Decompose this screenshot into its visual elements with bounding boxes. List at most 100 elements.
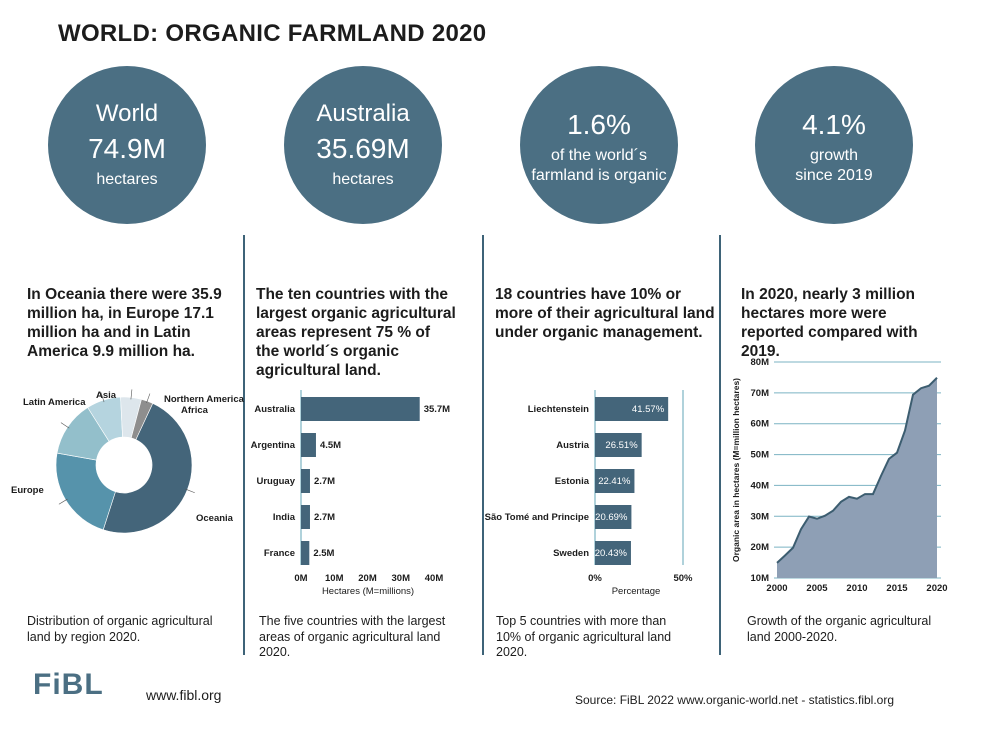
top-share-bar-chart: Liechtenstein 41.57% Austria 26.51% Estonia 2… bbox=[485, 390, 693, 597]
bar-category-austria: Austria bbox=[556, 440, 589, 451]
stat-value: 74.9M bbox=[88, 133, 166, 164]
bar-value-australia: 35.7M bbox=[424, 404, 450, 415]
stat-description-line: since 2019 bbox=[795, 166, 873, 184]
bar-value-france: 2.5M bbox=[313, 548, 334, 559]
stat-top-label: World bbox=[95, 100, 159, 128]
donut-label-asia: Asia bbox=[96, 390, 117, 401]
bar-france bbox=[301, 541, 310, 565]
bar-value-uruguay: 2.7M bbox=[314, 476, 335, 487]
area-ytick: 60M bbox=[751, 419, 770, 430]
description-top-ten: The ten countries with the largest organ… bbox=[256, 286, 456, 379]
area-ytick: 30M bbox=[751, 511, 770, 522]
bar-value-estonia: 22.41% bbox=[598, 476, 631, 487]
source-note: Source: FiBL 2022 www.organic-world.net … bbox=[575, 693, 895, 707]
stat-value: 4.1% bbox=[802, 109, 866, 141]
area-ytick: 70M bbox=[751, 388, 770, 399]
stat-circle-share: 1.6% of the world´s farmland is organic bbox=[520, 66, 678, 224]
caption-region: Distribution of organic agricultural lan… bbox=[27, 614, 213, 644]
stat-circle-australia: Australia 35.69M hectares bbox=[284, 66, 442, 224]
donut-leader-latin-america bbox=[60, 422, 70, 429]
bar-value-austria: 26.51% bbox=[605, 440, 638, 451]
bar-liechtenstein bbox=[595, 397, 669, 421]
column-divider bbox=[243, 235, 245, 655]
area-xtick: 2005 bbox=[806, 583, 828, 594]
area-xtick: 2020 bbox=[926, 583, 947, 594]
bar-estonia bbox=[595, 469, 635, 493]
bar-xlabel: Percentage bbox=[612, 586, 661, 597]
donut-leader-europe bbox=[58, 498, 68, 505]
area-xtick: 2000 bbox=[766, 583, 787, 594]
bar-india bbox=[301, 505, 310, 529]
bar-category-estonia: Estonia bbox=[555, 476, 590, 487]
bar-category-australia: Australia bbox=[254, 404, 295, 415]
stat-description-line: growth bbox=[809, 146, 859, 164]
bar-xtick: 40M bbox=[425, 573, 444, 584]
donut-label-latin-america: Latin America bbox=[23, 397, 86, 408]
description-oceania: In Oceania there were 35.9 million ha, i… bbox=[27, 286, 222, 360]
donut-label-oceania: Oceania bbox=[196, 513, 234, 524]
area-xtick: 2010 bbox=[846, 583, 867, 594]
area-ytick: 20M bbox=[751, 542, 770, 553]
description-ten-percent: 18 countries have 10% or more of their a… bbox=[495, 286, 715, 341]
bar-value-liechtenstein: 41.57% bbox=[632, 404, 665, 415]
bar-xtick: 20M bbox=[358, 573, 377, 584]
bar-category-liechtenstein: Liechtenstein bbox=[528, 404, 589, 415]
donut-leader-oceania bbox=[185, 488, 195, 493]
bar-xtick: 30M bbox=[392, 573, 411, 584]
website-link[interactable]: www.fibl.org bbox=[146, 687, 222, 703]
bar-category-sweden: Sweden bbox=[553, 548, 589, 559]
bar-category-s-o-tom-and-principe: São Tomé and Principe bbox=[485, 512, 589, 523]
bar-category-argentina: Argentina bbox=[251, 440, 296, 451]
stat-unit: hectares bbox=[96, 170, 158, 188]
column-divider bbox=[482, 235, 484, 655]
area-ytick: 10M bbox=[751, 573, 770, 584]
stat-value: 35.69M bbox=[316, 133, 410, 164]
bar-sweden bbox=[595, 541, 631, 565]
bar-australia bbox=[301, 397, 420, 421]
area-fill bbox=[777, 377, 937, 578]
donut-slice-africa bbox=[130, 398, 154, 441]
area-ylabel: Organic area in hectares (M=million hect… bbox=[731, 378, 741, 562]
donut-label-europe: Europe bbox=[11, 485, 44, 496]
bar-uruguay bbox=[301, 469, 310, 493]
caption-growth: Growth of the organic agricultural land … bbox=[747, 614, 932, 644]
description-growth: In 2020, nearly 3 million hectares more … bbox=[741, 286, 918, 360]
bar-value-s-o-tom-and-principe: 20.69% bbox=[595, 512, 628, 523]
growth-area-chart: 10M 20M 30M 40M 50M 60M 70M 80M 2000 2005 2010 2015… bbox=[731, 357, 948, 594]
bar-xtick: 10M bbox=[325, 573, 344, 584]
bar-s-o-tom-and-principe bbox=[595, 505, 632, 529]
donut-slice-europe bbox=[55, 452, 116, 531]
area-ytick: 80M bbox=[751, 357, 770, 368]
stat-value: 1.6% bbox=[567, 109, 631, 141]
bar-value-argentina: 4.5M bbox=[320, 440, 341, 451]
donut-leader-asia bbox=[100, 392, 105, 403]
stat-circle-world: World 74.9M hectares bbox=[48, 66, 206, 224]
stat-description-line: farmland is organic bbox=[531, 166, 667, 184]
bar-argentina bbox=[301, 433, 316, 457]
area-line bbox=[776, 377, 938, 564]
bar-xlabel: Hectares (M=millions) bbox=[322, 586, 414, 597]
fibl-logo: FiBL bbox=[33, 668, 104, 701]
region-donut-chart: Oceania Europe Latin America Asia Northern A… bbox=[11, 389, 245, 534]
area-xtick: 2015 bbox=[886, 583, 908, 594]
stat-top-label: Australia bbox=[316, 100, 410, 128]
donut-slice-oceania bbox=[102, 402, 193, 534]
stat-description-line: of the world´s bbox=[550, 146, 648, 164]
bar-value-sweden: 20.43% bbox=[595, 548, 628, 559]
bar-xtick: 0% bbox=[588, 573, 602, 584]
stat-circle-growth: 4.1% growth since 2019 bbox=[755, 66, 913, 224]
donut-label-northern-america: Northern America bbox=[164, 394, 245, 405]
bar-xtick: 50% bbox=[673, 573, 693, 584]
page-title: WORLD: ORGANIC FARMLAND 2020 bbox=[58, 20, 487, 47]
donut-leader-africa bbox=[146, 393, 151, 404]
column-divider bbox=[719, 235, 721, 655]
donut-leader-northern-america bbox=[130, 389, 133, 400]
area-ytick: 40M bbox=[751, 480, 770, 491]
bar-value-india: 2.7M bbox=[314, 512, 335, 523]
bar-category-india: India bbox=[273, 512, 296, 523]
bar-category-france: France bbox=[264, 548, 295, 559]
caption-top-share: Top 5 countries with more than 10% of or… bbox=[496, 614, 672, 660]
area-ytick: 50M bbox=[751, 450, 770, 461]
caption-top-countries: The five countries with the largest area… bbox=[259, 614, 446, 660]
bar-austria bbox=[595, 433, 642, 457]
